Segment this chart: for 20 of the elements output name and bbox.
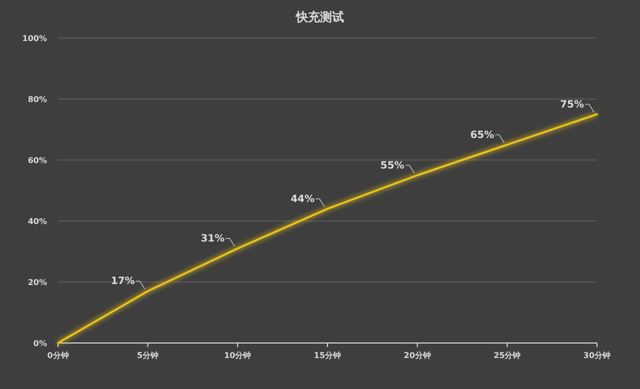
data-label: 75%	[560, 99, 584, 110]
y-tick-label: 40%	[28, 217, 47, 226]
data-label: 31%	[200, 233, 225, 244]
x-tick-label: 10分钟	[224, 351, 252, 360]
x-tick-label: 0分钟	[47, 351, 69, 360]
y-tick-label: 80%	[28, 95, 47, 104]
data-label: 17%	[110, 276, 135, 288]
x-tick-label: 30分钟	[583, 351, 611, 360]
chart-title: 快充测试	[295, 10, 344, 24]
x-tick-label: 5分钟	[137, 351, 159, 360]
data-label: 55%	[380, 160, 404, 172]
y-tick-label: 100%	[22, 34, 47, 43]
data-label: 44%	[290, 194, 314, 205]
y-tick-label: 0%	[33, 339, 47, 348]
data-label: 65%	[470, 130, 494, 141]
y-tick-label: 20%	[28, 278, 47, 287]
x-tick-label: 20分钟	[404, 351, 431, 360]
y-tick-label: 60%	[28, 156, 47, 165]
x-tick-label: 15分钟	[314, 351, 342, 360]
x-tick-label: 25分钟	[494, 351, 521, 360]
